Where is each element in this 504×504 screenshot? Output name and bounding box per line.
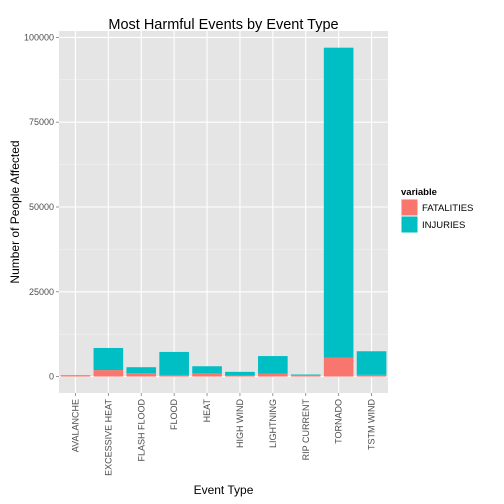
legend-swatch-injuries bbox=[401, 216, 418, 233]
legend: variable FATALITIES INJURIES bbox=[400, 187, 473, 234]
x-tick-label-high-wind: HIGH WIND bbox=[235, 399, 245, 448]
bar-avalanche-injuries bbox=[60, 375, 91, 376]
bar-heat-fatalities bbox=[192, 373, 222, 377]
legend-title: variable bbox=[401, 187, 437, 198]
x-axis: AVALANCHE EXCESSIVE HEAT FLASH FLOOD FLOOD H… bbox=[70, 393, 377, 476]
x-tick-label-flash-flood: FLASH FLOOD bbox=[136, 399, 146, 462]
x-tick-label-flood: FLOOD bbox=[169, 399, 179, 431]
bar-tstm-wind-injuries bbox=[356, 351, 387, 375]
bar-tstm-wind-fatalities bbox=[356, 374, 387, 377]
y-tick-label: 50000 bbox=[29, 202, 54, 212]
y-tick-label: 0 bbox=[49, 372, 54, 382]
y-tick-label: 100000 bbox=[24, 32, 54, 42]
bar-high-wind-injuries bbox=[225, 371, 255, 376]
y-tick-label: 25000 bbox=[29, 287, 54, 297]
x-tick-label-heat: HEAT bbox=[202, 399, 212, 423]
y-axis: 0 25000 50000 75000 100000 bbox=[24, 32, 59, 382]
bar-flash-flood-injuries bbox=[126, 367, 157, 374]
bar-flash-flood-fatalities bbox=[126, 373, 157, 377]
x-tick-label-tstm-wind: TSTM WIND bbox=[367, 399, 377, 450]
bar-tornado-fatalities bbox=[323, 357, 354, 377]
legend-label-fatalities: FATALITIES bbox=[422, 203, 473, 214]
bar-lightning-fatalities bbox=[258, 373, 288, 377]
bar-high-wind-fatalities bbox=[225, 375, 255, 377]
y-tick-label: 75000 bbox=[29, 117, 54, 127]
bar-rip-current-injuries bbox=[290, 374, 321, 376]
bar-flood-fatalities bbox=[159, 374, 189, 377]
bar-tornado-injuries bbox=[323, 47, 354, 358]
chart-title: Most Harmful Events by Event Type bbox=[108, 17, 338, 33]
bar-lightning-injuries bbox=[258, 356, 288, 374]
bar-heat-injuries bbox=[192, 366, 222, 374]
y-axis-title: Number of People Affected bbox=[8, 140, 22, 283]
bar-rip-current-fatalities bbox=[290, 375, 321, 377]
legend-label-injuries: INJURIES bbox=[422, 220, 465, 231]
x-tick-label-avalanche: AVALANCHE bbox=[70, 399, 80, 452]
x-tick-label-rip-current: RIP CURRENT bbox=[301, 399, 311, 461]
bar-excessive-heat-injuries bbox=[93, 347, 124, 371]
bars bbox=[60, 47, 387, 377]
x-tick-label-lightning: LIGHTNING bbox=[268, 399, 278, 448]
bar-excessive-heat-fatalities bbox=[93, 370, 124, 377]
x-tick-label-excessive-heat: EXCESSIVE HEAT bbox=[103, 399, 113, 476]
x-tick-label-tornado: TORNADO bbox=[334, 399, 344, 444]
bar-avalanche-fatalities bbox=[60, 375, 91, 377]
bar-flood-injuries bbox=[159, 351, 189, 375]
legend-swatch-fatalities bbox=[401, 199, 418, 216]
x-axis-title: Event Type bbox=[194, 483, 254, 497]
